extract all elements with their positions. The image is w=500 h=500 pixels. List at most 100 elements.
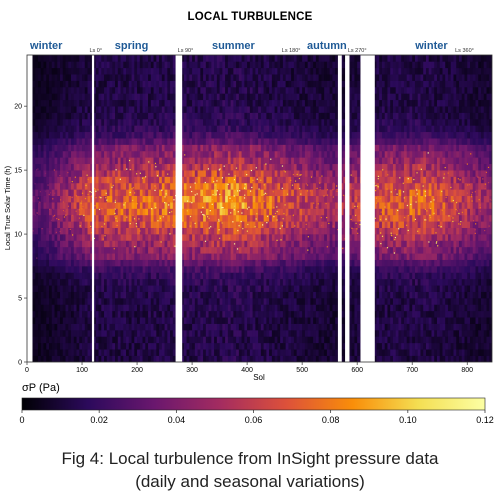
heatmap-cell	[211, 86, 215, 94]
heatmap-cell	[285, 55, 289, 62]
heatmap-cell	[222, 266, 226, 273]
heatmap-cell	[134, 259, 138, 267]
heatmap-cell	[79, 227, 83, 235]
heatmap-cell	[244, 138, 248, 145]
heatmap-cell	[51, 317, 55, 324]
heatmap-cell	[32, 112, 36, 120]
heatmap-cell	[260, 170, 264, 177]
heatmap-cell	[82, 125, 86, 133]
heatmap-cell	[194, 349, 198, 356]
heatmap-cell	[299, 176, 303, 184]
heatmap-cell	[244, 157, 248, 165]
heatmap-cell	[62, 246, 66, 254]
heatmap-cell	[167, 55, 171, 62]
heatmap-cell	[170, 304, 174, 312]
heatmap-cell	[126, 317, 130, 324]
heatmap-cell	[307, 80, 311, 88]
heatmap-cell	[271, 80, 275, 88]
heatmap-cell	[285, 67, 289, 75]
heatmap-cell	[247, 272, 251, 280]
heatmap-cell	[222, 227, 226, 235]
heatmap-cell	[302, 330, 306, 337]
heatmap-cell	[161, 208, 165, 216]
heatmap-cell	[145, 221, 149, 228]
heatmap-cell	[302, 355, 306, 362]
heatmap-cell	[145, 55, 149, 62]
heatmap-cell	[181, 221, 185, 228]
heatmap-cell	[35, 170, 39, 177]
heatmap-cell	[255, 317, 259, 324]
heatmap-cell	[172, 221, 176, 228]
heatmap-cell	[95, 221, 99, 228]
heatmap-cell	[258, 298, 262, 305]
heatmap-cell	[51, 138, 55, 145]
heatmap-cell	[123, 67, 127, 75]
heatmap-cell	[236, 112, 240, 120]
heatmap-cell	[205, 182, 209, 190]
heatmap-cell	[79, 253, 83, 260]
heatmap-cell	[181, 259, 185, 267]
heatmap-cell	[205, 195, 209, 203]
heatmap-cell	[87, 272, 91, 280]
heatmap-cell	[271, 74, 275, 81]
heatmap-cell	[211, 157, 215, 165]
heatmap-cell	[222, 240, 226, 248]
heatmap-cell	[73, 74, 77, 81]
heatmap-cell	[87, 317, 91, 324]
heatmap-cell	[216, 240, 220, 248]
heatmap-cell	[84, 298, 88, 305]
heatmap-cell	[211, 304, 215, 312]
heatmap-cell	[120, 240, 124, 248]
heatmap-cell	[43, 74, 47, 81]
heatmap-cell	[142, 99, 146, 107]
heatmap-cell	[153, 55, 157, 62]
heatmap-cell	[101, 304, 105, 312]
heatmap-cell	[183, 93, 187, 101]
heatmap-cell	[197, 342, 201, 350]
heatmap-cell	[159, 112, 163, 120]
heatmap-cell	[263, 80, 267, 88]
heatmap-cell	[153, 259, 157, 267]
heatmap-cell	[236, 355, 240, 362]
heatmap-cell	[38, 131, 42, 139]
heatmap-cell	[139, 272, 143, 280]
heatmap-cell	[117, 144, 121, 152]
heatmap-cell	[142, 259, 146, 267]
heatmap-cell	[302, 246, 306, 254]
heatmap-cell	[98, 298, 102, 305]
heatmap-cell	[35, 138, 39, 145]
heatmap-cell	[244, 195, 248, 203]
heatmap-cell	[106, 55, 110, 62]
heatmap-cell	[244, 86, 248, 94]
heatmap-cell	[120, 195, 124, 203]
heatmap-cell	[35, 99, 39, 107]
heatmap-cell	[49, 317, 53, 324]
heatmap-cell	[148, 67, 152, 75]
heatmap-cell	[225, 349, 229, 356]
heatmap-cell	[313, 330, 317, 337]
heatmap-cell	[192, 259, 196, 267]
heatmap-cell	[150, 99, 154, 107]
heatmap-cell	[104, 298, 108, 305]
heatmap-cell	[76, 55, 80, 62]
heatmap-cell	[310, 336, 314, 344]
heatmap-cell	[304, 355, 308, 362]
heatmap-cell	[148, 304, 152, 312]
heatmap-cell	[249, 125, 253, 133]
heatmap-cell	[142, 131, 146, 139]
heatmap-cell	[258, 214, 262, 222]
heatmap-cell	[115, 93, 119, 101]
heatmap-cell	[211, 61, 215, 69]
heatmap-cell	[134, 150, 138, 158]
heatmap-cell	[269, 176, 273, 184]
heatmap-cell	[73, 240, 77, 248]
heatmap-cell	[299, 266, 303, 273]
heatmap-cell	[126, 106, 130, 113]
heatmap-cell	[181, 214, 185, 222]
heatmap-cell	[95, 189, 99, 197]
heatmap-cell	[302, 336, 306, 344]
heatmap-cell	[40, 304, 44, 312]
heatmap-cell	[115, 304, 119, 312]
heatmap-cell	[120, 349, 124, 356]
heatmap-cell	[219, 195, 223, 203]
